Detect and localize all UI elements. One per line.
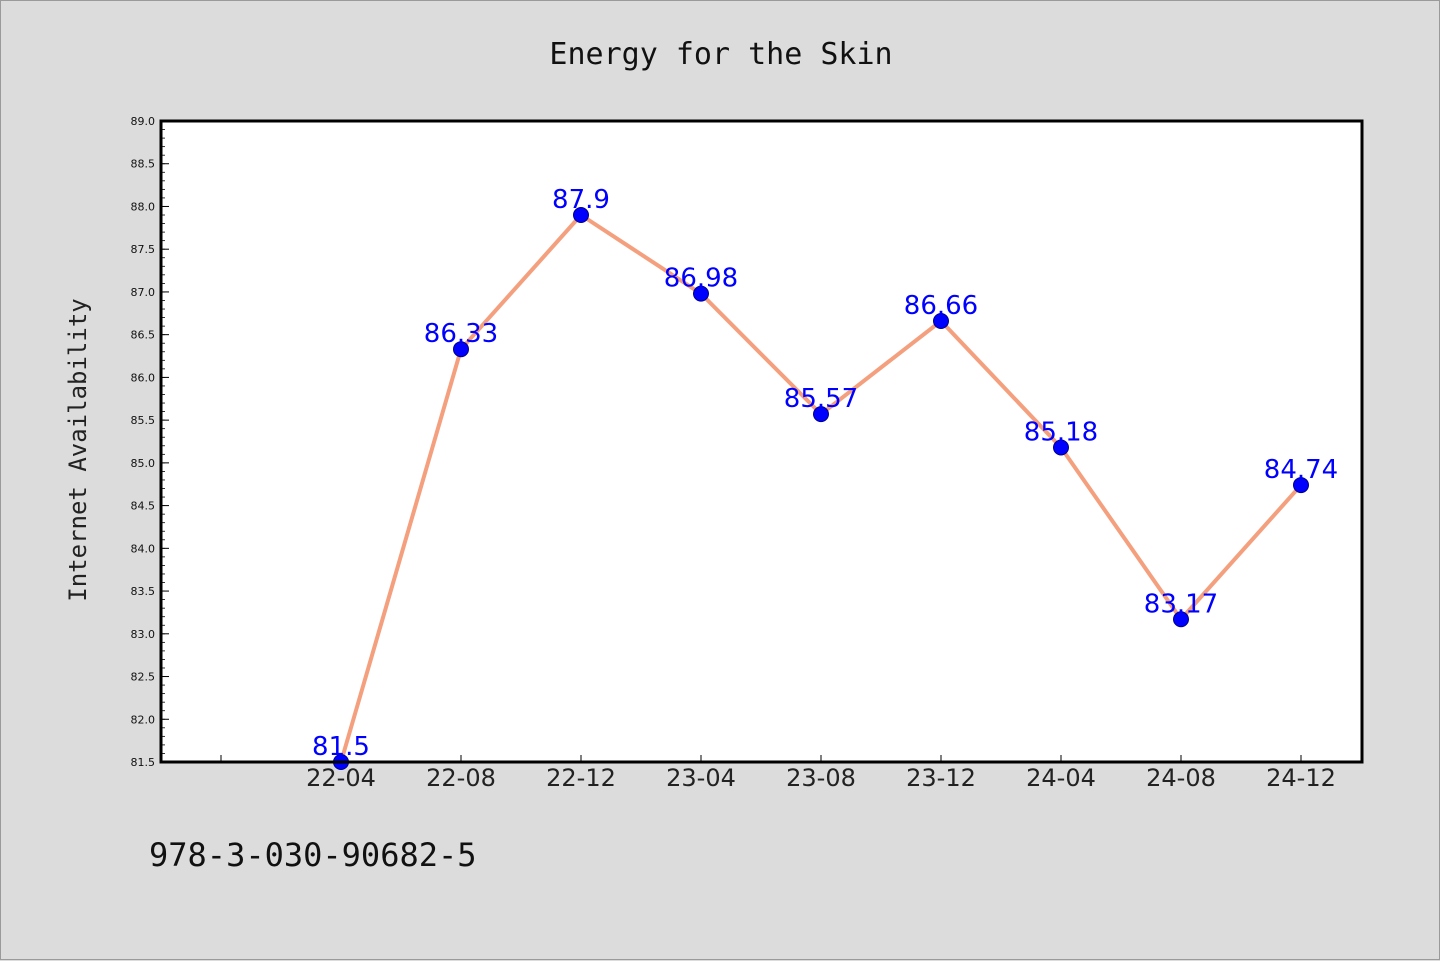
data-point xyxy=(813,406,829,423)
chart-title: Energy for the Skin xyxy=(549,37,892,72)
series: 81.5 86.33 87.9 86.98 85.57 86.66 85.18 83.17 84… xyxy=(312,185,1338,770)
data-label: 84.74 xyxy=(1264,455,1338,485)
x-tick-label: 22-08 xyxy=(426,764,496,792)
data-point xyxy=(1173,611,1189,628)
data-label: 86.33 xyxy=(424,319,498,349)
footer-code: 978-3-030-90682-5 xyxy=(149,836,477,874)
x-tick-label: 22-12 xyxy=(546,764,616,792)
data-point xyxy=(453,341,469,358)
y-tick-label: 83.5 xyxy=(131,585,156,598)
y-tick-label: 82.5 xyxy=(131,671,156,684)
data-label: 81.5 xyxy=(312,732,370,762)
y-tick-label: 85.0 xyxy=(131,457,156,470)
data-label: 86.66 xyxy=(904,291,978,321)
y-tick-label: 88.5 xyxy=(131,158,156,171)
y-tick-label: 86.5 xyxy=(131,329,156,342)
y-tick-label: 83.0 xyxy=(131,628,156,641)
x-tick-label: 24-12 xyxy=(1266,764,1336,792)
data-point xyxy=(1053,439,1069,456)
data-label: 85.18 xyxy=(1024,417,1098,447)
y-tick-label: 88.0 xyxy=(131,200,156,213)
y-tick-label: 81.5 xyxy=(131,756,156,769)
y-tick-label: 84.0 xyxy=(131,542,156,555)
data-point xyxy=(693,285,709,302)
y-tick-label: 87.5 xyxy=(131,243,156,256)
y-tick-label: 84.5 xyxy=(131,500,156,513)
data-point xyxy=(573,207,589,224)
data-point xyxy=(1293,477,1309,494)
plot-border xyxy=(159,119,1364,764)
y-tick-label: 86.0 xyxy=(131,371,156,384)
y-tick-label: 85.5 xyxy=(131,414,156,427)
data-label: 83.17 xyxy=(1144,589,1218,619)
y-tick-label: 89.0 xyxy=(131,115,156,128)
y-tick-label: 87.0 xyxy=(131,286,156,299)
x-tick-label: 23-04 xyxy=(666,764,736,792)
x-tick-label: 24-04 xyxy=(1026,764,1096,792)
x-tick-label: 23-12 xyxy=(906,764,976,792)
data-label: 87.9 xyxy=(552,185,610,215)
data-label: 85.57 xyxy=(784,384,858,414)
x-tick-label: 23-08 xyxy=(786,764,856,792)
plot-area xyxy=(161,121,1362,762)
data-label: 86.98 xyxy=(664,264,738,294)
y-axis-label: Internet Availability xyxy=(64,298,92,601)
x-axis: 22-04 22-08 22-12 23-04 23-08 23-12 24-04 24-08… xyxy=(220,755,1336,792)
y-tick-label: 82.0 xyxy=(131,713,156,726)
data-point xyxy=(933,312,949,329)
y-axis: 81.5 82.0 82.5 83.0 83.5 84.0 84.5 85.0 85.5 86.0… xyxy=(131,115,169,769)
x-tick-label: 24-08 xyxy=(1146,764,1216,792)
